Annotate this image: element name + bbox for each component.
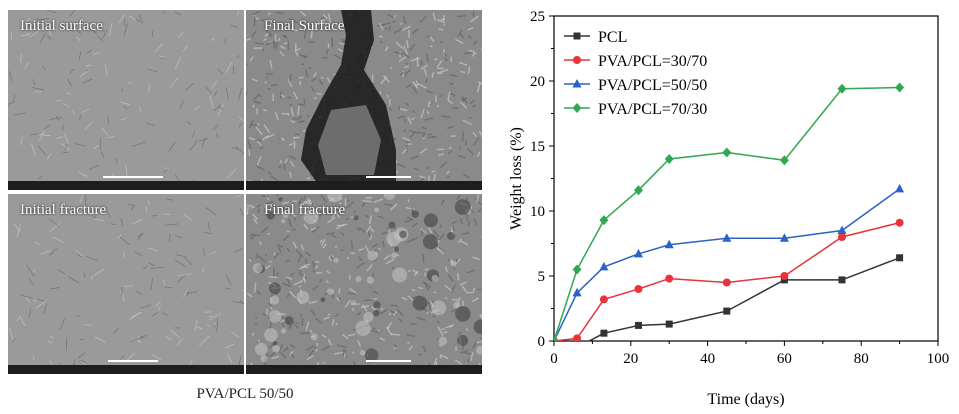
legend-marker: [573, 103, 582, 113]
data-point: [780, 272, 788, 280]
data-point: [573, 265, 582, 275]
panel-label: Initial fracture: [20, 202, 106, 219]
data-point: [723, 308, 730, 315]
data-point: [838, 226, 847, 235]
data-point: [896, 254, 903, 261]
data-point: [666, 321, 673, 328]
data-point: [634, 285, 642, 293]
x-axis-label: Time (days): [707, 391, 784, 408]
sem-info-bar: [246, 365, 482, 374]
data-point: [574, 344, 581, 351]
data-point: [665, 275, 673, 283]
x-tick-label: 80: [854, 351, 869, 367]
legend-entry: PCL: [598, 29, 627, 46]
scale-bar: [366, 360, 411, 362]
data-point: [635, 322, 642, 329]
sem-panel: Initial surface: [8, 10, 244, 190]
legend-marker: [574, 33, 581, 40]
x-tick-label: 0: [550, 351, 558, 367]
figure-caption: PVA/PCL 50/50: [0, 386, 490, 403]
panel-label: Initial surface: [20, 18, 103, 35]
scale-bar: [103, 176, 163, 178]
scale-bar: [366, 176, 411, 178]
sem-texture: [246, 10, 482, 190]
series-line-3: [554, 88, 900, 342]
y-tick-label: 5: [538, 269, 546, 285]
sem-texture: [8, 10, 244, 190]
data-point: [839, 276, 846, 283]
data-point: [722, 148, 731, 158]
chart-svg: 0 20 40 60 80 100 0 5 10 15 20 25 Time (days) Weight …: [488, 0, 959, 409]
data-point: [896, 219, 904, 227]
x-tick-label: 100: [927, 351, 950, 367]
series-line-2: [554, 189, 900, 341]
sem-image-grid: Initial surface Final Surface Initial fr…: [8, 10, 484, 374]
data-point: [895, 83, 904, 93]
sem-panel: Initial fracture: [8, 194, 244, 374]
x-tick-label: 20: [623, 351, 638, 367]
sem-panel: Final fracture: [246, 194, 482, 374]
data-point: [600, 330, 607, 337]
sem-texture: [246, 194, 482, 374]
y-tick-label: 20: [530, 74, 545, 90]
panel-label: Final fracture: [264, 202, 345, 219]
y-tick-label: 25: [530, 9, 545, 25]
data-point: [723, 279, 731, 287]
sem-texture: [8, 194, 244, 374]
x-tick-label: 60: [777, 351, 792, 367]
y-tick-label: 15: [530, 139, 545, 155]
y-axis-label: Weight loss (%): [508, 127, 525, 230]
sem-info-bar: [246, 181, 482, 190]
panel-label: Final Surface: [264, 18, 344, 35]
legend-entry: PVA/PCL=50/50: [598, 77, 707, 94]
data-point: [600, 295, 608, 303]
legend-entry: PVA/PCL=70/30: [598, 101, 707, 118]
legend-entry: PVA/PCL=30/70: [598, 53, 707, 70]
sem-info-bar: [8, 181, 244, 190]
y-tick-label: 10: [530, 204, 545, 220]
legend-marker: [573, 56, 581, 64]
scale-bar: [108, 360, 158, 362]
weight-loss-chart: 0 20 40 60 80 100 0 5 10 15 20 25 Time (days) Weight …: [488, 0, 959, 409]
y-tick-label: 0: [538, 334, 546, 350]
data-point: [895, 184, 904, 193]
sem-panel: Final Surface: [246, 10, 482, 190]
sem-info-bar: [8, 365, 244, 374]
data-point: [838, 233, 846, 241]
x-tick-label: 40: [700, 351, 715, 367]
